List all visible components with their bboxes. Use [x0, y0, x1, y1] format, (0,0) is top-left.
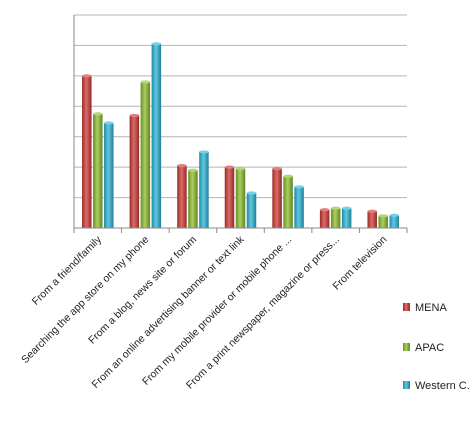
bar-apac-5 [330, 208, 341, 228]
bar-mena-5 [319, 209, 330, 228]
bar-cap [93, 112, 103, 116]
bar-apac-1 [140, 81, 151, 228]
legend-label: Western C. [415, 380, 470, 392]
bar-cap [294, 185, 304, 189]
bar-mena-1 [129, 115, 140, 228]
bar-cap [341, 206, 352, 210]
bar-mena-2 [177, 165, 187, 228]
bar-cap [235, 167, 246, 171]
legend: MENA APAC Western C. [403, 302, 470, 392]
bar-western-c--3 [246, 193, 257, 228]
bar-cap [188, 168, 198, 172]
bar-cap [272, 167, 282, 171]
bar-apac-4 [283, 176, 293, 228]
bar-western-c--2 [199, 151, 209, 228]
bar-cap [224, 165, 235, 169]
bar-cap [283, 174, 293, 178]
bar-apac-3 [235, 168, 246, 228]
bar-mena-4 [272, 168, 282, 228]
bar-cap [246, 191, 257, 195]
bar-apac-0 [93, 113, 103, 228]
bar-western-c--5 [341, 208, 352, 228]
legend-swatch [403, 343, 410, 351]
bar-apac-6 [378, 215, 388, 228]
bar-cap [330, 206, 341, 210]
axes [73, 15, 408, 233]
legend-swatch [403, 381, 410, 389]
bar-western-c--6 [389, 215, 399, 228]
bar-western-c--0 [104, 123, 114, 228]
bar-cap [378, 214, 388, 218]
bar-cap [199, 150, 209, 154]
bar-cap [129, 113, 140, 118]
bars [82, 42, 399, 229]
bar-cap [140, 80, 151, 84]
bar-cap [389, 213, 399, 217]
bar-cap [367, 209, 377, 213]
bar-mena-0 [82, 75, 92, 228]
bar-mena-6 [367, 211, 377, 228]
bar-western-c--1 [151, 43, 162, 229]
legend-label: MENA [415, 302, 447, 314]
bar-cap [319, 208, 330, 212]
bar-cap [151, 42, 162, 46]
legend-label: APAC [415, 342, 444, 354]
bar-apac-2 [188, 170, 198, 228]
bar-mena-3 [224, 167, 235, 228]
bar-cap [82, 74, 92, 78]
bar-cap [177, 164, 187, 168]
bar-cap [104, 121, 114, 125]
bar-western-c--4 [294, 186, 304, 228]
legend-swatch [403, 303, 410, 311]
